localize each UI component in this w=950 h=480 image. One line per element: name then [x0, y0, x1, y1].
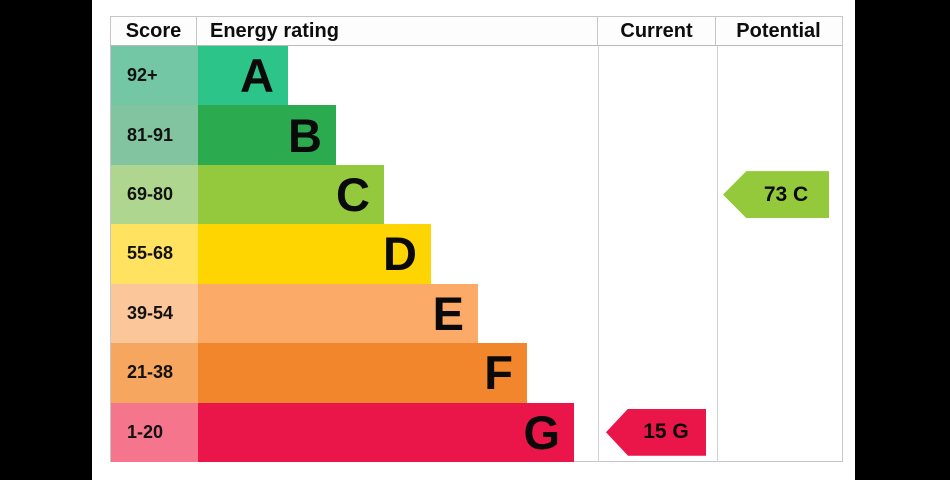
band-row-a: 92+ A [111, 46, 842, 106]
band-row-f: 21-38 F [111, 343, 842, 403]
band-letter: F [484, 346, 513, 400]
rating-bar-b: B [198, 105, 336, 165]
header-score: Score [111, 17, 197, 45]
table-header-row: Score Energy rating Current Potential [111, 17, 842, 46]
energy-rating-table: Score Energy rating Current Potential 15… [110, 16, 843, 462]
rating-bar-e: E [198, 283, 478, 344]
band-row-g: 1-20 G [111, 402, 842, 462]
score-cell: 1-20 [111, 402, 198, 462]
band-letter: D [383, 227, 417, 281]
band-letter: E [432, 286, 464, 340]
band-row-e: 39-54 E [111, 283, 842, 344]
band-letter: G [523, 405, 560, 459]
potential-column-divider [717, 46, 718, 462]
table-body: 15 G 73 C 92+ A 81-91 B 69-80 C 55-68 D 39-54 E 21… [111, 46, 842, 462]
score-cell: 92+ [111, 46, 198, 106]
current-rating-arrow: 15 G [606, 408, 706, 456]
header-energy-rating: Energy rating [197, 17, 598, 45]
white-panel: Score Energy rating Current Potential 15… [92, 0, 855, 480]
score-cell: 21-38 [111, 343, 198, 403]
rating-bar-f: F [198, 343, 527, 403]
header-current: Current [598, 17, 716, 45]
score-cell: 81-91 [111, 105, 198, 165]
band-letter: A [240, 49, 274, 103]
rating-bar-a: A [198, 46, 288, 106]
score-cell: 39-54 [111, 283, 198, 344]
score-cell: 55-68 [111, 224, 198, 284]
rating-bar-c: C [198, 164, 384, 225]
rating-bar-d: D [198, 224, 431, 284]
band-row-d: 55-68 D [111, 224, 842, 284]
band-row-b: 81-91 B [111, 105, 842, 165]
current-column-divider [598, 46, 599, 462]
header-potential: Potential [736, 19, 821, 42]
band-letter: B [288, 108, 322, 162]
rating-bar-g: G [198, 402, 574, 462]
potential-rating-arrow: 73 C [723, 171, 829, 219]
band-letter: C [336, 168, 370, 222]
band-row-c: 69-80 C [111, 164, 842, 225]
score-cell: 69-80 [111, 164, 198, 225]
